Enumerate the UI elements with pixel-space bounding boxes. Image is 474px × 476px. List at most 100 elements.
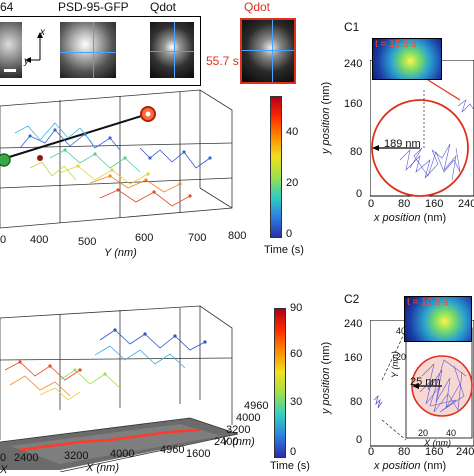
panel-c1-y-tick: 80 <box>350 146 363 158</box>
colorbar-b-tick: 90 <box>290 302 303 314</box>
strip-frame <box>0 16 201 86</box>
panel-c1-label: C1 <box>344 20 360 34</box>
panel-c2-x-tick: 0 <box>368 446 375 458</box>
plot-b-y-ticks: 4960 4000 3200 2400 1600 <box>186 400 268 470</box>
panel-c2-inset-x-tick: 20 <box>418 428 429 438</box>
panel-c2-y-label: y position (nm) <box>320 342 332 414</box>
strip-label-partial: 64 <box>0 0 14 14</box>
colorbar-b-tick: 0 <box>290 446 297 458</box>
scale-bar <box>4 69 16 72</box>
y-label-unit: (nm) <box>320 81 332 105</box>
tick-label: 4000 <box>110 448 135 460</box>
panel-c1-y-tick: 0 <box>356 188 363 200</box>
tick-label: 500 <box>78 236 97 248</box>
colorbar-a-tick: 40 <box>286 126 299 138</box>
x-label-unit: (nm) <box>423 460 447 472</box>
crosshair-h <box>150 51 194 52</box>
panel-c2-inset-x-label: X (nm) <box>424 438 451 448</box>
colorbar-a-label: Time (s) <box>264 244 304 256</box>
y-label-text: y position <box>320 367 332 414</box>
thumbnail-qdot-frame <box>240 18 296 84</box>
tick-label: 2400 <box>214 436 239 448</box>
panel-c2-x-tick: 80 <box>398 446 411 458</box>
y-label-text: y position <box>320 107 332 154</box>
panel-c2-y-tick: 80 <box>350 396 363 408</box>
thumbnail-qdot <box>150 22 194 78</box>
panel-c2-label: C2 <box>344 292 360 306</box>
panel-c1-y-tick: 160 <box>344 98 363 110</box>
tick-label: 0 <box>0 452 7 464</box>
tick-label: 400 <box>30 234 49 246</box>
x-label-unit: (nm) <box>423 212 447 224</box>
tick-label: 4960 <box>160 444 185 456</box>
thumbnail-partial <box>0 22 22 78</box>
panel-c2-inset-x-tick: 40 <box>446 428 457 438</box>
strip-label-psd95: PSD-95-GFP <box>58 0 129 14</box>
panel-c1-inset: t = 15.6 s <box>372 38 442 80</box>
panel-c2-y-tick: 0 <box>356 434 363 446</box>
colorbar-b <box>274 308 286 458</box>
y-label-unit: (nm) <box>320 341 332 365</box>
tick-label: 800 <box>228 230 247 242</box>
axis-x-letter: x <box>40 27 45 38</box>
plot-b-x-ticks: 0 2400 3200 4000 4960 <box>0 444 250 466</box>
crosshair-h <box>60 52 116 53</box>
panel-c2-x-tick: 240 <box>456 446 474 458</box>
panel-c1-scale-label: 189 nm <box>384 138 421 150</box>
colorbar-b-tick: 60 <box>290 348 303 360</box>
panel-c2-x-tick: 160 <box>425 446 444 458</box>
qdot-red-label: Qdot <box>244 0 271 14</box>
tick-label: 4960 <box>244 400 269 412</box>
panel-c2-x-label: x position (nm) <box>374 460 446 472</box>
tick-label: 3200 <box>64 450 89 462</box>
top-image-strip: 64 PSD-95-GFP Qdot <box>0 0 210 90</box>
xy-orientation-arrows <box>25 32 43 63</box>
colorbar-a <box>270 96 282 238</box>
tick-label: 1600 <box>186 448 211 460</box>
panel-c2-inset-y-tick: 20 <box>396 352 407 362</box>
panel-c1-time: t = 15.6 s <box>375 39 417 50</box>
plot-b-x-axis-label-partial: X <box>0 464 8 476</box>
panel-c2-y-tick: 160 <box>344 352 363 364</box>
crosshair-h <box>242 50 294 51</box>
plot-b-x-axis-label: X (nm) <box>86 462 119 474</box>
plot-a-y-ticks: 0 400 500 600 700 800 <box>0 230 250 248</box>
colorbar-b-label: Time (s) <box>270 460 310 472</box>
panel-c2-scale-label: 25 nm <box>410 376 441 388</box>
panel-c1-y-label: y position (nm) <box>320 82 332 154</box>
tick-label: 3200 <box>226 424 251 436</box>
panel-c1-x-label: x position (nm) <box>374 212 446 224</box>
crosshair-v <box>93 22 94 78</box>
panel-c1-x-tick: 240 <box>458 198 474 210</box>
panel-c1-x-tick: 0 <box>368 198 375 210</box>
plot-b-3d-trajectory <box>0 305 239 472</box>
panel-c2-inset-y-tick: 40 <box>396 326 407 336</box>
x-label-text: x position <box>374 212 421 224</box>
panel-c1-plot <box>370 60 474 197</box>
panel-c2-inset-y-label: Y (nm) <box>390 351 400 378</box>
colorbar-a-tick: 0 <box>286 228 293 240</box>
panel-c1-y-tick: 240 <box>344 58 363 70</box>
time-stamp-label: 55.7 s <box>206 54 239 68</box>
panel-c2-time: t = 10.6 s <box>407 297 449 308</box>
thumbnail-psd95 <box>60 22 116 78</box>
plot-b-y-axis-label: Y (nm) <box>222 436 255 448</box>
panel-c2-y-tick: 240 <box>344 318 363 330</box>
tick-label: 0 <box>0 234 7 246</box>
crosshair-v <box>272 20 273 82</box>
panel-c2-inset: t = 10.6 s <box>404 296 472 342</box>
colorbar-a-tick: 20 <box>286 177 299 189</box>
tick-label: 700 <box>188 232 207 244</box>
x-label-text: x position <box>374 460 421 472</box>
tick-label: 4000 <box>236 412 261 424</box>
colorbar-b-tick: 30 <box>290 396 303 408</box>
crosshair-v <box>174 22 175 78</box>
plot-a-3d-trajectory <box>0 89 233 229</box>
tick-label: 2400 <box>14 452 39 464</box>
panel-c1-x-tick: 160 <box>425 198 444 210</box>
axis-y-letter: y <box>24 56 29 67</box>
strip-label-qdot: Qdot <box>150 0 177 14</box>
panel-c1-x-tick: 80 <box>398 198 411 210</box>
plot-a-y-axis-label: Y (nm) <box>104 247 137 259</box>
tick-label: 600 <box>135 232 154 244</box>
